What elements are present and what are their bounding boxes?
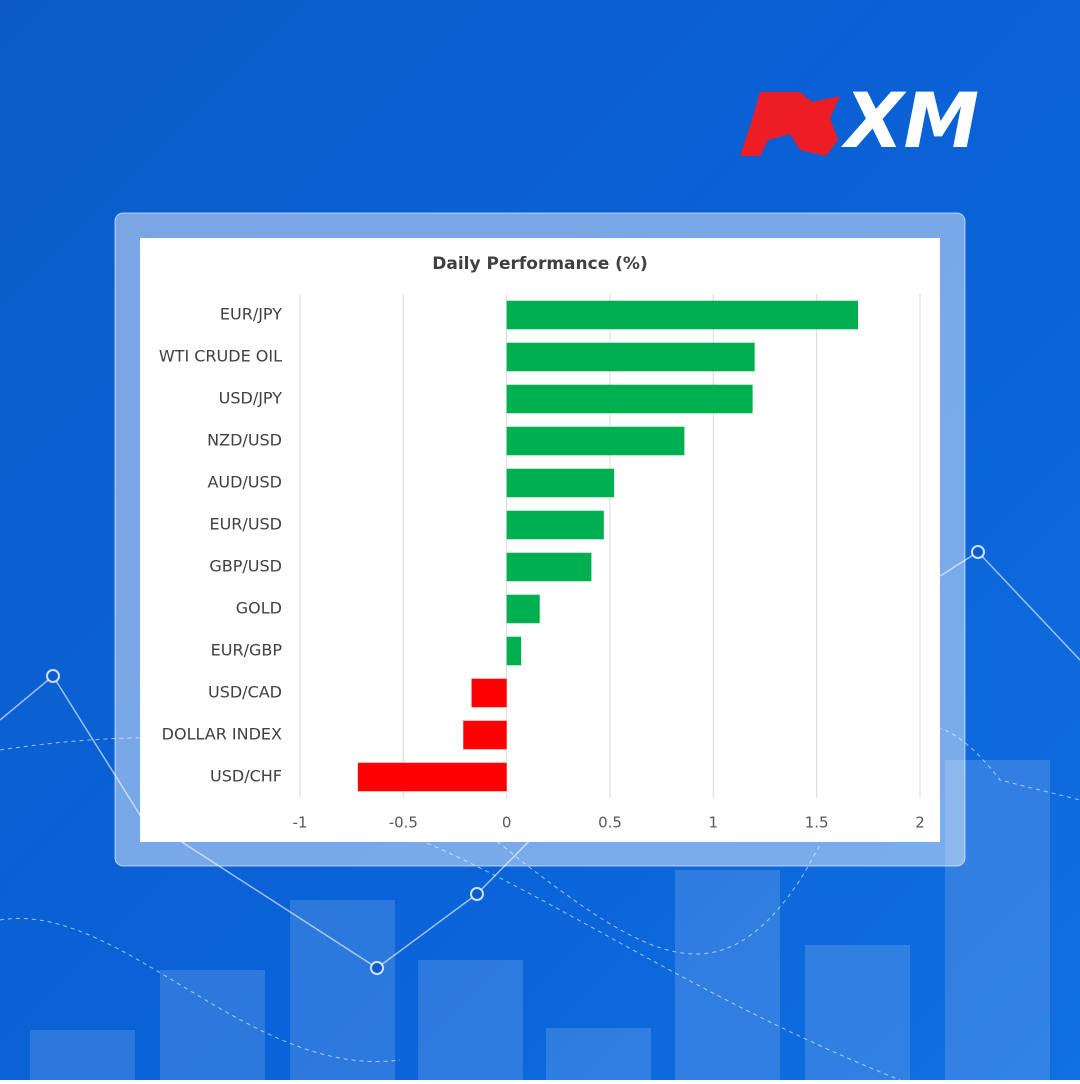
decor-bars bbox=[30, 760, 1050, 1080]
y-tick-label: USD/CHF bbox=[210, 767, 282, 786]
bar bbox=[463, 720, 507, 750]
y-tick-label: NZD/USD bbox=[207, 431, 282, 450]
bar bbox=[506, 426, 685, 456]
chart-title: Daily Performance (%) bbox=[432, 254, 647, 274]
y-tick-label: DOLLAR INDEX bbox=[162, 725, 282, 744]
bar bbox=[506, 384, 753, 414]
x-tick-label: 1.5 bbox=[805, 814, 829, 832]
x-tick-label: 0.5 bbox=[598, 814, 622, 832]
x-tick-label: 1 bbox=[709, 814, 719, 832]
bar bbox=[471, 678, 507, 708]
bar bbox=[357, 762, 507, 792]
bar bbox=[506, 594, 540, 624]
chart-panel bbox=[140, 238, 940, 842]
x-tick-label: 0 bbox=[502, 814, 512, 832]
bar bbox=[506, 510, 604, 540]
y-tick-label: EUR/GBP bbox=[211, 641, 283, 660]
logo-icon bbox=[740, 92, 840, 156]
plot: -1 -0.5 0 0.5 1 1.5 2 EUR/JPY WTI CRUDE OIL USD/J… bbox=[159, 294, 925, 832]
y-tick-label: USD/CAD bbox=[208, 683, 282, 702]
bar bbox=[506, 300, 858, 330]
y-tick-label: GBP/USD bbox=[209, 557, 282, 576]
bar bbox=[506, 552, 592, 582]
y-tick-label: GOLD bbox=[236, 599, 282, 618]
y-tick-label: EUR/USD bbox=[209, 515, 282, 534]
x-tick-label: -1 bbox=[293, 814, 308, 832]
decor-dots bbox=[46, 545, 985, 975]
x-tick-label: 2 bbox=[915, 814, 925, 832]
bar bbox=[506, 468, 615, 498]
y-tick-label: USD/JPY bbox=[219, 389, 283, 408]
logo-text: XM bbox=[841, 76, 979, 165]
y-tick-label: EUR/JPY bbox=[220, 305, 282, 324]
y-tick-label: AUD/USD bbox=[207, 473, 282, 492]
logo: XM bbox=[740, 76, 979, 165]
bar bbox=[506, 342, 755, 372]
bar bbox=[506, 636, 522, 666]
x-tick-label: -0.5 bbox=[389, 814, 418, 832]
y-tick-label: WTI CRUDE OIL bbox=[159, 347, 282, 366]
